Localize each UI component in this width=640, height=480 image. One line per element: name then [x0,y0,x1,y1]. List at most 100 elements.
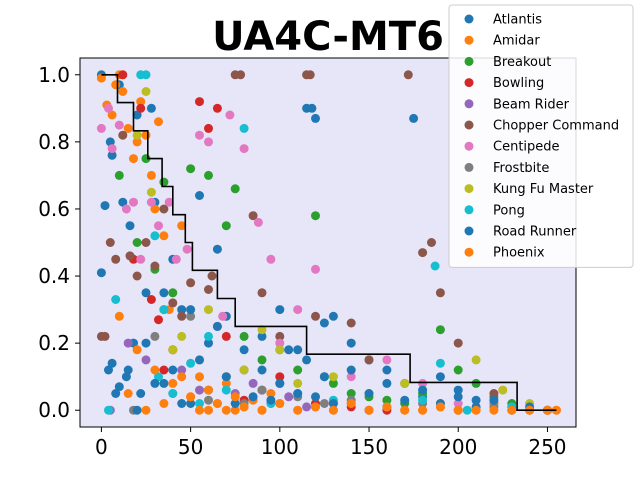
point-pong [195,399,204,408]
point-pong [154,372,163,382]
point-centipede [114,120,124,130]
point-centipede [96,123,106,133]
point-frostbite [319,399,329,408]
point-amidar [150,204,160,214]
point-chopper-command [204,285,213,294]
point-atlantis [146,103,156,113]
point-kung-fu-master [141,87,151,96]
point-road-runner [302,355,312,365]
point-phoenix [221,405,231,415]
point-phoenix [195,405,204,415]
point-breakout [311,211,320,221]
point-phoenix [275,399,285,408]
point-phoenix [382,402,392,412]
legend-marker [464,205,474,215]
point-atlantis [100,201,110,211]
chart-title: UA4C-MT6 [212,14,444,60]
point-bowling [195,97,204,107]
point-beam-rider [302,402,312,412]
point-frostbite [257,385,267,395]
point-centipede [195,130,204,140]
point-road-runner [284,345,294,355]
point-road-runner [346,365,356,375]
point-road-runner [239,345,249,355]
point-centipede [418,378,428,388]
legend-label: Breakout [493,55,551,70]
point-centipede [107,144,117,154]
point-amidar [195,372,204,382]
point-breakout [293,365,303,375]
point-atlantis [471,395,481,405]
point-phoenix [293,405,303,415]
point-chopper-command [346,318,356,328]
point-phoenix [435,402,445,412]
point-phoenix [418,405,428,415]
point-chopper-command [118,130,128,140]
point-chopper-command [418,248,428,258]
legend-label: Road Runner [493,225,577,240]
point-bowling [146,295,156,304]
y-tick-label: 0.0 [38,398,70,422]
point-bowling [221,331,231,341]
point-kung-fu-master [239,365,249,375]
point-road-runner [107,358,117,368]
point-road-runner [293,389,303,398]
x-tick-label: 0 [95,435,108,459]
point-kung-fu-master [204,305,213,315]
point-centipede [225,110,235,120]
data-points [96,70,561,415]
point-centipede [136,254,146,264]
point-chopper-command [489,389,499,398]
point-chopper-command [100,331,110,341]
point-chopper-command [311,311,320,321]
point-amidar [118,87,128,96]
point-phoenix [346,399,356,408]
point-phoenix [364,405,374,415]
point-atlantis [136,389,146,398]
point-bowling [204,123,213,133]
point-road-runner [150,378,160,388]
point-pong [435,358,445,368]
point-kung-fu-master [146,187,156,197]
legend-label: Bowling [493,76,544,91]
point-phoenix [230,392,240,402]
x-axis: 0 50 100 150 200 250 [95,427,567,459]
point-road-runner [364,389,374,398]
point-amidar [141,130,151,140]
point-road-runner [418,385,428,395]
point-road-runner [275,378,285,388]
point-frostbite [150,331,160,341]
legend-label: Chopper Command [493,119,619,134]
point-phoenix [212,399,222,408]
point-chopper-command [207,271,217,281]
point-road-runner [159,288,169,298]
point-centipede [346,372,356,382]
point-beam-rider [195,385,204,395]
point-breakout [230,184,240,194]
point-centipede [146,197,156,207]
legend-marker [464,162,474,172]
point-phoenix [177,372,187,382]
legend-label: Beam Rider [493,97,570,112]
point-atlantis [319,318,329,328]
point-centipede [121,204,131,214]
point-atlantis [118,197,128,207]
point-atlantis [409,113,419,123]
point-chopper-command [186,278,196,288]
point-bowling [159,365,169,375]
x-tick-label: 150 [350,435,388,459]
point-road-runner [311,392,320,402]
point-chopper-command [125,251,135,261]
point-centipede [104,103,113,113]
point-kung-fu-master [257,325,267,335]
point-atlantis [204,338,213,348]
legend-label: Centipede [493,140,560,155]
point-amidar [132,137,142,147]
point-bowling [212,103,222,113]
point-beam-rider [284,392,294,402]
legend-marker [464,226,474,236]
legend-label: Phoenix [493,246,545,261]
point-atlantis [453,385,463,395]
legend[interactable]: Atlantis Amidar Breakout Bowling Beam Rider C… [448,4,634,268]
point-road-runner [141,338,151,348]
